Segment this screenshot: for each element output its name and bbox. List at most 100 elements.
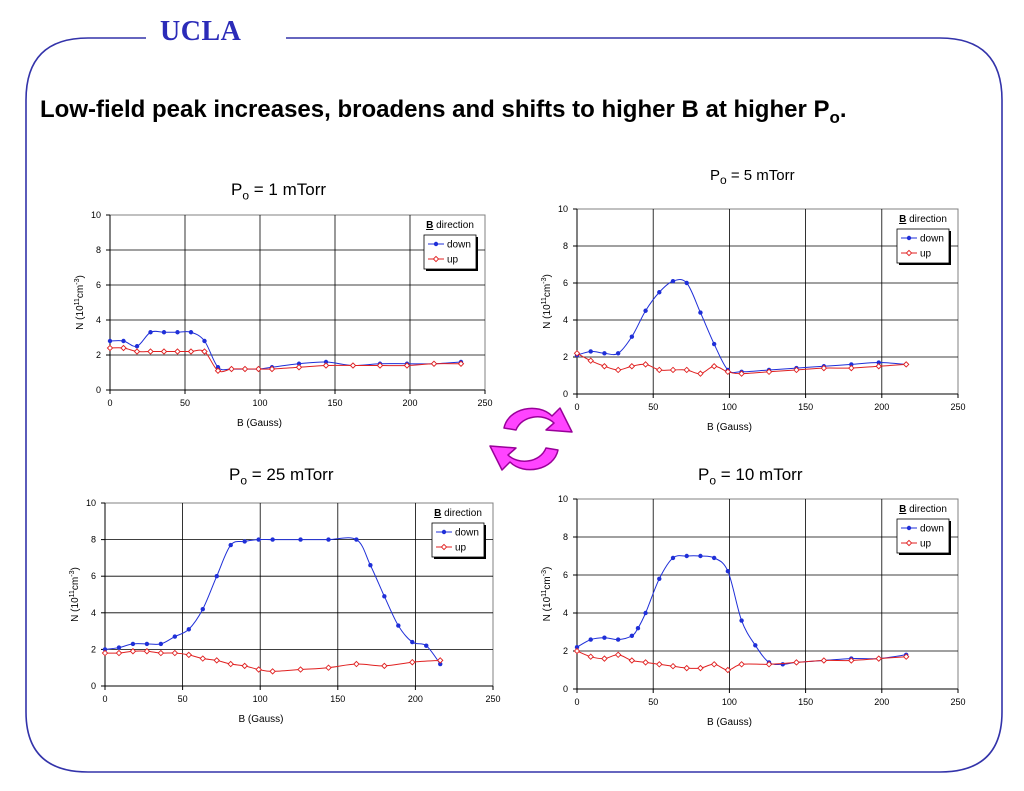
legend-title-rest: direction <box>441 508 482 519</box>
y-tick-label: 10 <box>558 204 568 214</box>
legend-swatch-marker <box>440 543 448 551</box>
cycle-arrow-top <box>503 407 573 433</box>
chart-4-title-sub: o <box>709 473 717 488</box>
x-axis-label: B (Gauss) <box>237 418 282 429</box>
point-up <box>848 364 855 372</box>
y-tick-label: 6 <box>563 570 568 580</box>
point-up <box>353 660 360 668</box>
point-down <box>657 576 662 581</box>
x-axis-label: B (Gauss) <box>707 422 752 433</box>
point-down <box>188 330 194 335</box>
point-down <box>849 362 854 367</box>
point-up <box>820 657 828 664</box>
point-up <box>710 661 718 668</box>
point-down <box>396 623 401 628</box>
y-axis-label: N (1011cm-3) <box>69 567 81 622</box>
x-tick-label: 50 <box>648 402 658 412</box>
x-tick-label: 150 <box>327 398 342 408</box>
point-up <box>683 664 690 672</box>
y-tick-label: 6 <box>96 280 101 290</box>
point-up <box>587 357 594 364</box>
point-up <box>573 647 581 655</box>
point-up <box>601 655 608 662</box>
point-up <box>403 362 411 369</box>
y-tick-label: 0 <box>91 681 96 691</box>
point-up <box>409 658 416 666</box>
point-down <box>214 574 219 579</box>
point-up <box>820 364 828 372</box>
legend-swatch-marker <box>906 235 912 241</box>
point-down <box>161 330 167 335</box>
point-up <box>101 649 109 657</box>
point-down <box>711 341 717 347</box>
y-axis-label-part: cm <box>70 577 81 590</box>
point-up <box>147 348 154 355</box>
point-up <box>656 366 663 374</box>
point-down <box>144 641 150 647</box>
x-tick-label: 250 <box>950 402 965 412</box>
point-up <box>793 659 800 666</box>
y-axis-label-part: cm <box>542 284 553 297</box>
y-axis-label-part: N (10 <box>75 305 86 330</box>
point-down <box>739 618 744 623</box>
y-tick-label: 10 <box>558 494 568 504</box>
y-axis-label-superscript: 11 <box>541 590 548 597</box>
chart-1-title: Po = 1 mTorr <box>231 180 326 202</box>
x-tick-label: 100 <box>252 398 267 408</box>
point-down <box>657 290 662 295</box>
point-up <box>710 363 718 370</box>
legend-title: B direction <box>426 220 474 231</box>
x-tick-label: 50 <box>648 697 658 707</box>
point-up <box>227 660 234 668</box>
point-down <box>588 349 593 354</box>
x-tick-label: 250 <box>950 697 965 707</box>
point-up <box>171 649 179 657</box>
chart-4-title-main: P <box>698 465 710 484</box>
y-tick-label: 10 <box>91 210 101 220</box>
slide-border <box>25 37 1003 773</box>
point-up <box>133 348 141 355</box>
cycle-arrows-icon <box>489 407 573 471</box>
point-up <box>430 360 438 367</box>
point-down <box>228 542 233 548</box>
y-tick-label: 2 <box>563 352 568 362</box>
point-down <box>200 606 205 612</box>
y-tick-label: 8 <box>96 245 101 255</box>
legend-box <box>896 228 950 264</box>
point-down <box>175 330 180 335</box>
y-axis-label-superscript: -3 <box>541 277 548 283</box>
point-down <box>326 537 331 542</box>
legend-label-up: up <box>447 255 459 266</box>
plot-area <box>109 214 486 391</box>
slide-headline: Low-field peak increases, broadens and s… <box>40 96 1020 128</box>
y-axis-label-superscript: 11 <box>69 590 76 597</box>
series-line-down <box>104 537 441 665</box>
x-tick-label: 0 <box>107 398 112 408</box>
point-up <box>213 657 220 664</box>
point-up <box>241 662 248 670</box>
y-axis-label-part: N (10 <box>542 596 553 621</box>
point-down <box>158 641 164 647</box>
x-tick-label: 100 <box>722 402 737 412</box>
point-up <box>738 370 745 377</box>
legend-title-b: B <box>899 504 906 515</box>
legend-box <box>896 518 950 554</box>
point-down <box>121 338 126 344</box>
y-axis-label-part: cm <box>542 576 553 589</box>
point-up <box>848 657 855 664</box>
legend-label-down: down <box>920 524 944 535</box>
x-axis-label: B (Gauss) <box>707 717 752 728</box>
chart-3-title-main: P <box>229 465 241 484</box>
chart-1-title-main: P <box>231 180 243 199</box>
point-down <box>256 537 261 542</box>
y-tick-label: 2 <box>91 644 96 654</box>
y-axis-label-superscript: 11 <box>541 297 548 304</box>
legend-label-up: up <box>920 539 932 550</box>
x-tick-label: 200 <box>408 694 423 704</box>
point-down <box>102 647 108 652</box>
point-up <box>614 651 622 659</box>
point-up <box>199 655 207 662</box>
legend-swatch-marker <box>906 525 912 531</box>
point-up <box>697 664 704 672</box>
